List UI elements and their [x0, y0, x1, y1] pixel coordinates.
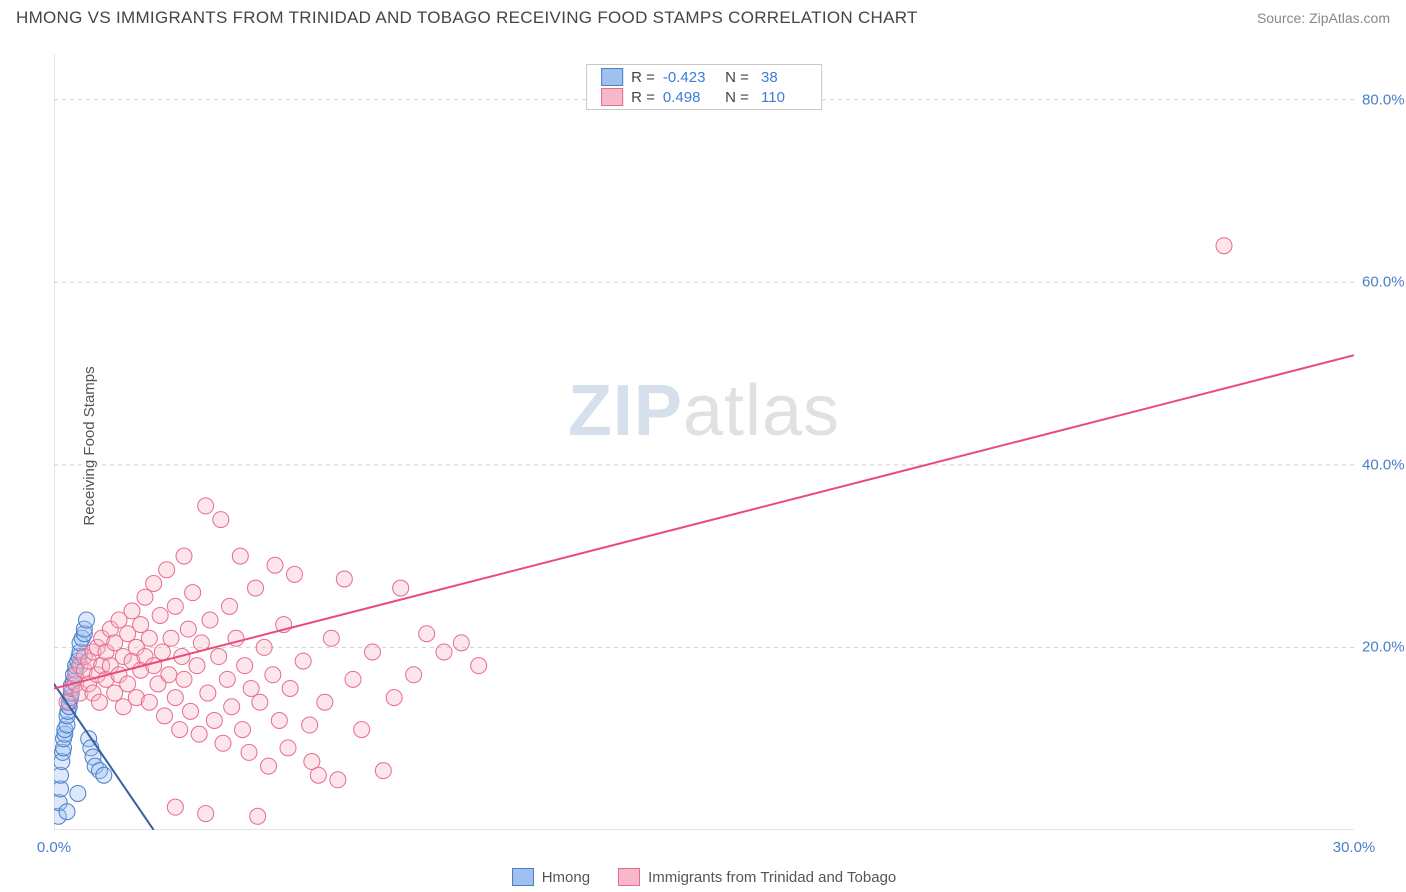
stat-n-label: N = [721, 69, 749, 86]
legend-label: Immigrants from Trinidad and Tobago [648, 869, 896, 886]
chart-header: HMONG VS IMMIGRANTS FROM TRINIDAD AND TO… [0, 0, 1406, 32]
stats-row: R = 0.498 N = 110 [601, 87, 807, 107]
stat-r-label: R = [631, 89, 655, 106]
y-tick-label: 20.0% [1362, 639, 1405, 656]
legend-item: Immigrants from Trinidad and Tobago [618, 868, 896, 886]
scatter-plot [54, 54, 1354, 830]
stats-swatch [601, 68, 623, 86]
y-tick-label: 80.0% [1362, 91, 1405, 108]
chart-source: Source: ZipAtlas.com [1257, 10, 1390, 26]
bottom-legend: Hmong Immigrants from Trinidad and Tobag… [54, 868, 1354, 886]
legend-label: Hmong [542, 869, 590, 886]
legend-swatch [618, 868, 640, 886]
stat-r-value: 0.498 [663, 89, 713, 106]
chart-area: ZIPatlas 20.0%40.0%60.0%80.0%0.0%30.0%R … [54, 54, 1354, 830]
stats-box: R = -0.423 N = 38 R = 0.498 N = 110 [586, 64, 822, 110]
legend-swatch [512, 868, 534, 886]
stat-r-value: -0.423 [663, 69, 713, 86]
chart-title: HMONG VS IMMIGRANTS FROM TRINIDAD AND TO… [16, 8, 918, 28]
y-tick-label: 60.0% [1362, 274, 1405, 291]
stat-n-value: 110 [757, 89, 807, 106]
x-tick-label: 30.0% [1333, 839, 1376, 856]
stat-n-label: N = [721, 89, 749, 106]
stats-row: R = -0.423 N = 38 [601, 67, 807, 87]
legend-item: Hmong [512, 868, 590, 886]
y-tick-label: 40.0% [1362, 456, 1405, 473]
x-tick-label: 0.0% [37, 839, 71, 856]
stats-swatch [601, 88, 623, 106]
stat-r-label: R = [631, 69, 655, 86]
stat-n-value: 38 [757, 69, 807, 86]
